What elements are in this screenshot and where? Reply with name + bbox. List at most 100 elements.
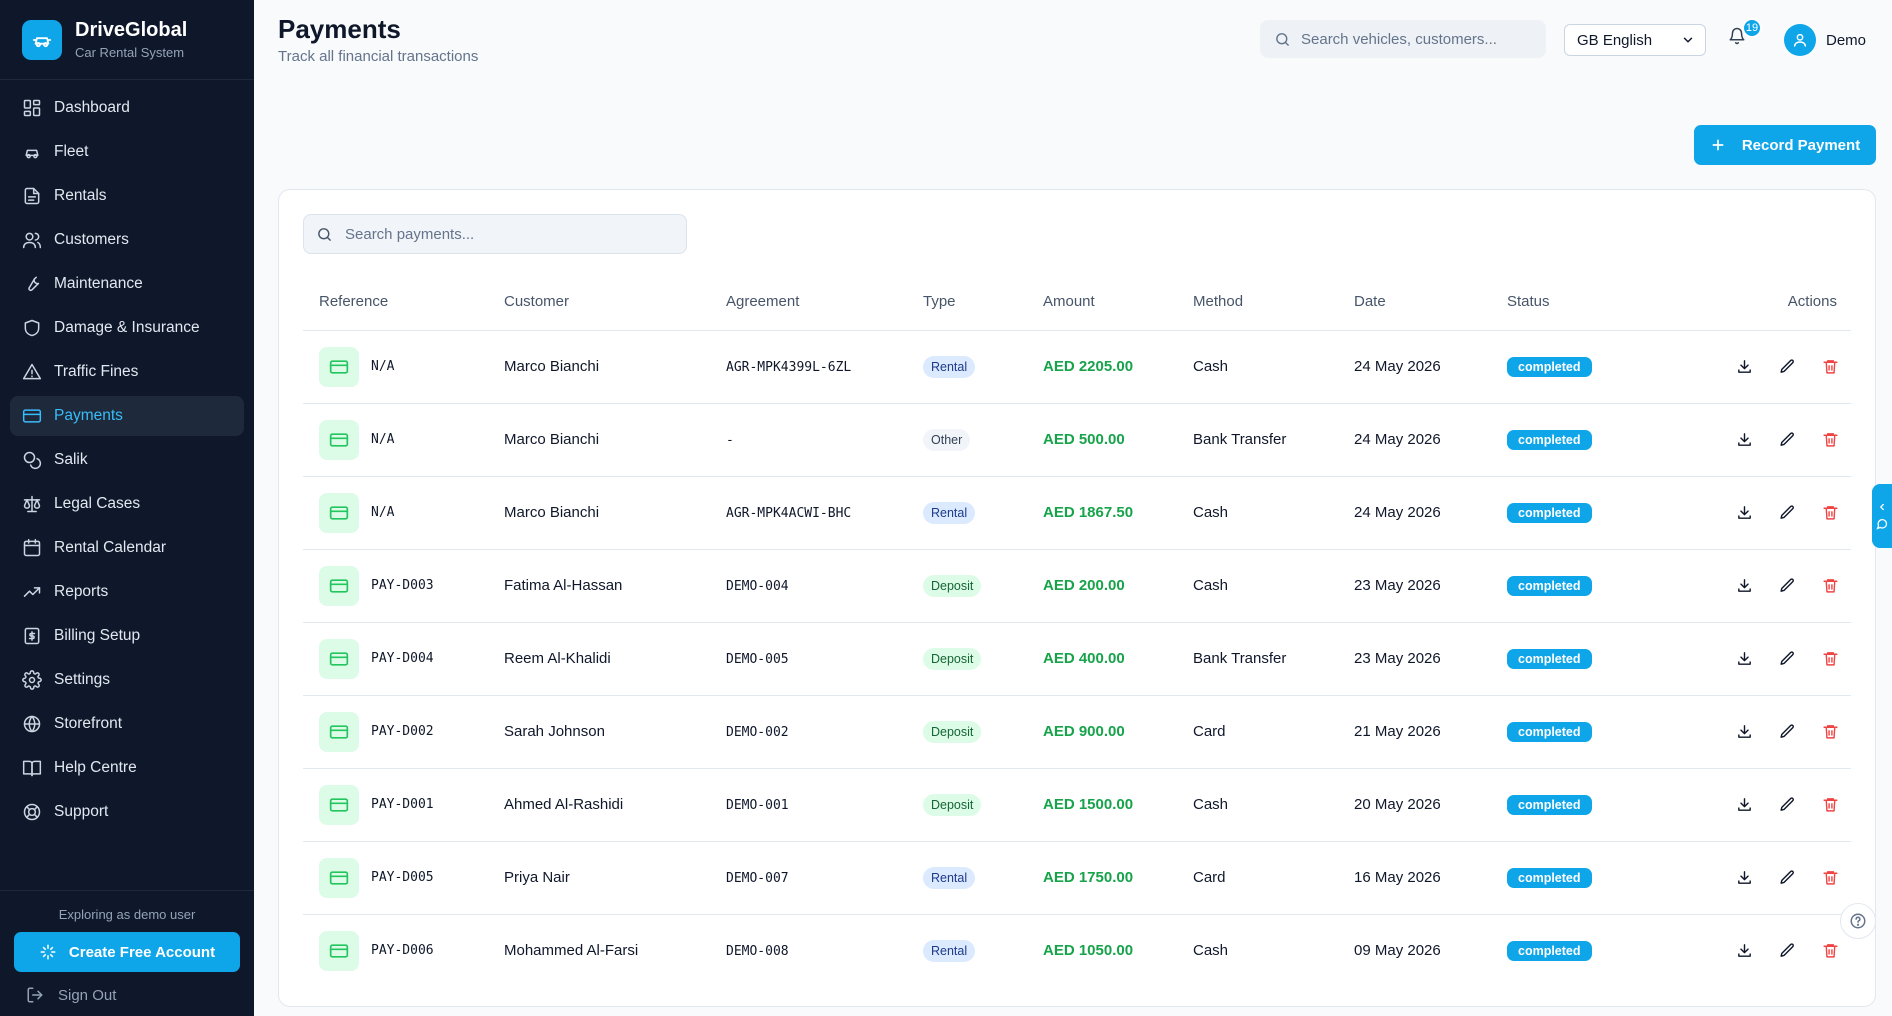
edit-pencil-icon[interactable] [1779, 796, 1796, 813]
document-icon [22, 186, 54, 206]
sidebar-item-label: Customers [54, 231, 129, 248]
edit-pencil-icon[interactable] [1779, 942, 1796, 959]
edit-pencil-icon[interactable] [1779, 431, 1796, 448]
trash-icon[interactable] [1822, 723, 1839, 740]
sidebar-item-maintenance[interactable]: Maintenance [10, 264, 244, 304]
sign-out-button[interactable]: Sign Out [0, 986, 254, 1004]
payment-reference: N/A [371, 505, 395, 520]
trash-icon[interactable] [1822, 431, 1839, 448]
type-cell: Rental [907, 330, 1027, 404]
sidebar-item-storefront[interactable]: Storefront [10, 704, 244, 744]
edit-pencil-icon[interactable] [1779, 358, 1796, 375]
sidebar-item-rentals[interactable]: Rentals [10, 176, 244, 216]
sidebar-item-customers[interactable]: Customers [10, 220, 244, 260]
sidebar-item-billing-setup[interactable]: Billing Setup [10, 616, 244, 656]
type-cell: Deposit [907, 695, 1027, 769]
column-header-agreement: Agreement [710, 274, 907, 331]
sidebar-item-legal-cases[interactable]: Legal Cases [10, 484, 244, 524]
method-cell: Cash [1177, 768, 1338, 842]
table-row[interactable]: PAY-D005 Priya Nair DEMO-007 Rental AED 1750… [303, 841, 1851, 915]
amount-cell: AED 1750.00 [1027, 841, 1177, 915]
record-payment-button[interactable]: Record Payment [1694, 125, 1876, 165]
edit-pencil-icon[interactable] [1779, 577, 1796, 594]
edit-pencil-icon[interactable] [1779, 723, 1796, 740]
customer-cell: Marco Bianchi [488, 330, 710, 404]
column-header-reference: Reference [303, 274, 488, 331]
method-cell: Card [1177, 695, 1338, 769]
edit-pencil-icon[interactable] [1779, 504, 1796, 521]
create-free-account-button[interactable]: Create Free Account [14, 932, 240, 972]
sidebar-item-dashboard[interactable]: Dashboard [10, 88, 244, 128]
download-icon[interactable] [1736, 942, 1753, 959]
trash-icon[interactable] [1822, 504, 1839, 521]
global-search-input[interactable]: Search vehicles, customers... [1260, 20, 1546, 58]
trash-icon[interactable] [1822, 869, 1839, 886]
sidebar-item-payments[interactable]: Payments [10, 396, 244, 436]
page-title: Payments [278, 14, 401, 44]
table-row[interactable]: PAY-D006 Mohammed Al-Farsi DEMO-008 Rental A… [303, 914, 1851, 987]
payment-reference: N/A [371, 432, 395, 447]
sidebar-item-rental-calendar[interactable]: Rental Calendar [10, 528, 244, 568]
status-badge: completed [1507, 648, 1592, 669]
sidebar-item-salik[interactable]: Salik [10, 440, 244, 480]
bell-icon[interactable] [1728, 27, 1746, 50]
help-button[interactable] [1840, 903, 1876, 939]
type-cell: Other [907, 403, 1027, 477]
edit-pencil-icon[interactable] [1779, 650, 1796, 667]
download-icon[interactable] [1736, 577, 1753, 594]
user-icon [1793, 33, 1807, 47]
sidebar-item-settings[interactable]: Settings [10, 660, 244, 700]
download-icon[interactable] [1736, 650, 1753, 667]
sidebar-item-label: Storefront [54, 715, 123, 732]
download-icon[interactable] [1736, 358, 1753, 375]
agreement-cell: DEMO-007 [710, 841, 907, 915]
trash-icon[interactable] [1822, 577, 1839, 594]
trash-icon[interactable] [1822, 796, 1839, 813]
agreement-cell: DEMO-008 [710, 914, 907, 987]
sidebar-item-damage-and-insurance[interactable]: Damage & Insurance [10, 308, 244, 348]
payment-amount: AED 2205.00 [1043, 358, 1134, 375]
download-icon[interactable] [1736, 869, 1753, 886]
table-row[interactable]: PAY-D003 Fatima Al-Hassan DEMO-004 Deposit A… [303, 549, 1851, 623]
plus-icon [1712, 139, 1724, 151]
user-name: Demo [1826, 31, 1867, 49]
table-row[interactable]: N/A Marco Bianchi AGR-MPK4ACWI-BHC Rental AE… [303, 476, 1851, 550]
download-icon[interactable] [1736, 504, 1753, 521]
sidebar-item-traffic-fines[interactable]: Traffic Fines [10, 352, 244, 392]
payments-search-input[interactable] [345, 225, 665, 243]
chevron-down-icon [1683, 37, 1693, 43]
sidebar-item-help-centre[interactable]: Help Centre [10, 748, 244, 788]
brand-subtitle: Car Rental System [75, 45, 185, 60]
agreement-cell: DEMO-001 [710, 768, 907, 842]
table-row[interactable]: N/A Marco Bianchi - Other AED 500.00 Bank Tra… [303, 403, 1851, 477]
language-select[interactable]: GB English [1564, 24, 1706, 56]
trash-icon[interactable] [1822, 650, 1839, 667]
payment-amount: AED 400.00 [1043, 650, 1125, 667]
user-menu[interactable]: Demo [1784, 24, 1866, 56]
credit-card-icon [22, 406, 54, 426]
sidebar-item-support[interactable]: Support [10, 792, 244, 832]
feedback-tab[interactable] [1872, 484, 1892, 548]
table-row[interactable]: PAY-D004 Reem Al-Khalidi DEMO-005 Deposit AE… [303, 622, 1851, 696]
edit-pencil-icon[interactable] [1779, 869, 1796, 886]
status-cell: completed [1491, 403, 1661, 477]
type-cell: Deposit [907, 768, 1027, 842]
table-row[interactable]: PAY-D002 Sarah Johnson DEMO-002 Deposit AED … [303, 695, 1851, 769]
record-payment-label: Record Payment [1741, 136, 1861, 154]
download-icon[interactable] [1736, 431, 1753, 448]
sidebar-item-fleet[interactable]: Fleet [10, 132, 244, 172]
trash-icon[interactable] [1822, 942, 1839, 959]
customer-cell: Marco Bianchi [488, 403, 710, 477]
payments-search [303, 214, 687, 254]
trash-icon[interactable] [1822, 358, 1839, 375]
table-row[interactable]: N/A Marco Bianchi AGR-MPK4399L-6ZL Rental AE… [303, 330, 1851, 404]
sidebar-item-reports[interactable]: Reports [10, 572, 244, 612]
car-icon [22, 142, 54, 162]
shield-icon [22, 318, 54, 338]
table-row[interactable]: PAY-D001 Ahmed Al-Rashidi DEMO-001 Deposit A… [303, 768, 1851, 842]
amount-cell: AED 500.00 [1027, 403, 1177, 477]
download-icon[interactable] [1736, 723, 1753, 740]
status-badge: completed [1507, 940, 1592, 961]
download-icon[interactable] [1736, 796, 1753, 813]
customer-cell: Ahmed Al-Rashidi [488, 768, 710, 842]
